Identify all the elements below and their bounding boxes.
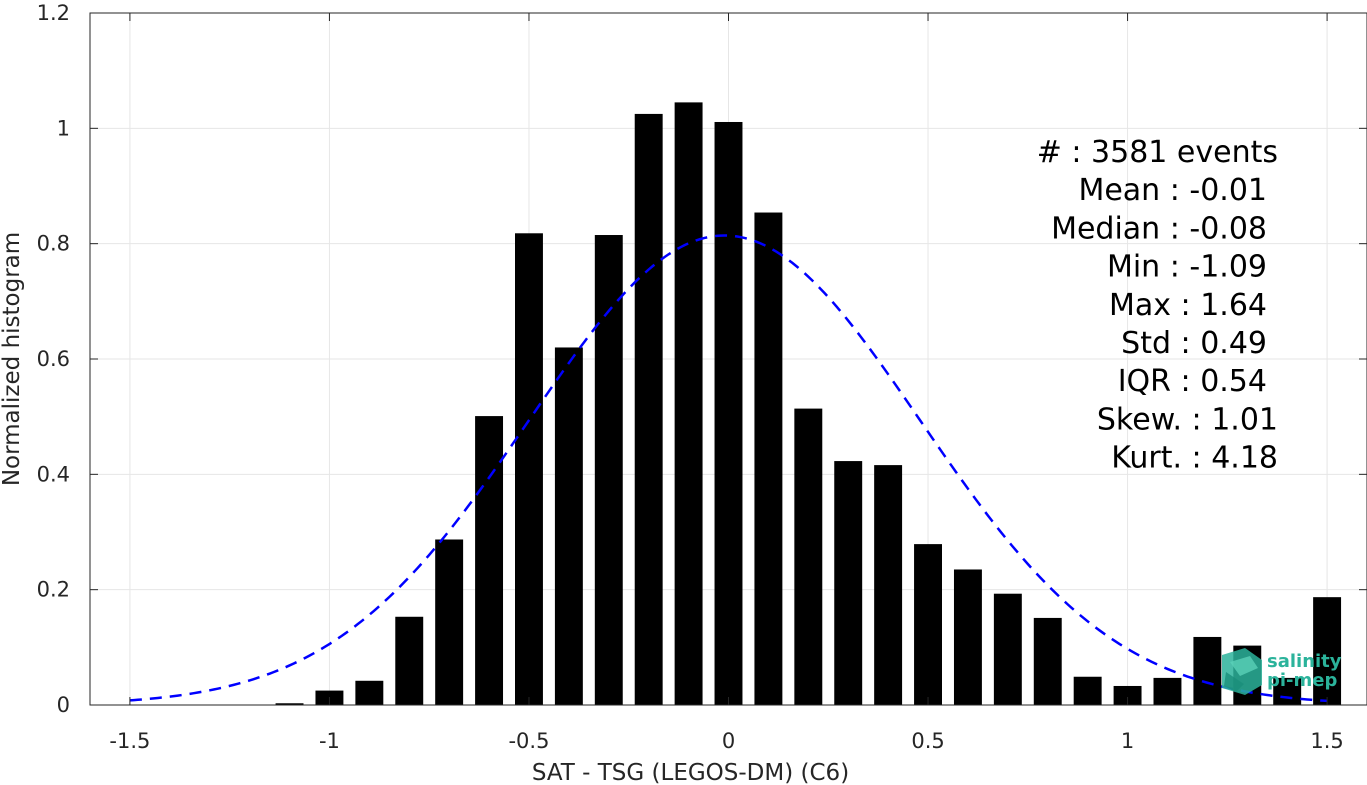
y-axis-label: Normalized histogram: [0, 232, 25, 486]
salinity-pi-mep-logo: salinity pi-mep: [1222, 648, 1342, 695]
x-tick-label: 1.5: [1310, 729, 1343, 753]
y-tick-label: 0.6: [37, 347, 70, 371]
histogram-bar: [953, 569, 982, 705]
histogram-bar: [554, 347, 583, 705]
y-axis-ticks: 0 0.2 0.4 0.6 0.8 1 1.2: [37, 1, 1367, 717]
y-tick-label: 0.2: [37, 578, 70, 602]
histogram-bar: [914, 544, 942, 705]
histogram-bar: [1153, 677, 1182, 705]
histogram-bar: [714, 121, 743, 706]
x-tick-label: -1: [319, 729, 340, 753]
stats-line: Mean : -0.01: [1078, 173, 1267, 208]
histogram-bar: [594, 235, 623, 705]
histogram-bar: [275, 703, 304, 705]
stats-line: Min : -1.09: [1107, 250, 1267, 285]
histogram-bar: [1193, 636, 1222, 705]
histogram-bar: [515, 233, 543, 705]
x-tick-label: -1.5: [109, 729, 150, 753]
stats-line: Kurt. : 4.18: [1111, 441, 1278, 476]
stats-line: Max : 1.64: [1109, 288, 1267, 323]
histogram-bar: [794, 408, 823, 705]
histogram-bar: [395, 616, 424, 705]
logo-cube-icon: [1222, 648, 1262, 695]
x-tick-label: 0: [722, 729, 735, 753]
y-tick-label: 1: [57, 116, 70, 140]
logo-text-line2: pi-mep: [1267, 670, 1337, 691]
x-tick-label: 1: [1121, 729, 1134, 753]
histogram-bar: [1113, 685, 1142, 705]
histogram-bar: [1313, 597, 1342, 705]
histogram-bar: [1033, 617, 1062, 705]
logo-text-line1: salinity: [1267, 651, 1342, 672]
y-tick-label: 0.4: [37, 462, 70, 486]
histogram-bar: [674, 102, 703, 706]
y-tick-label: 0.8: [37, 232, 70, 256]
stats-line: # : 3581 events: [1037, 135, 1278, 170]
histogram-bar: [874, 465, 903, 705]
x-tick-label: 0.5: [911, 729, 944, 753]
histogram-bar: [355, 680, 384, 705]
histogram-bar: [1273, 677, 1302, 705]
histogram-bar: [435, 539, 464, 705]
y-tick-label: 0: [57, 693, 70, 717]
histogram-bar: [634, 113, 663, 705]
histogram-bar: [993, 593, 1022, 705]
stats-line: Median : -0.08: [1051, 211, 1267, 246]
stats-line: Std : 0.49: [1121, 326, 1267, 361]
stats-line: IQR : 0.54: [1118, 364, 1267, 399]
histogram-bar: [834, 461, 863, 705]
stats-line: Skew. : 1.01: [1097, 402, 1278, 437]
x-axis-label: SAT - TSG (LEGOS-DM) (C6): [532, 760, 849, 785]
histogram-bar: [754, 212, 783, 705]
x-axis-ticks: -1.5 -1 -0.5 0 0.5 1 1.5: [109, 13, 1344, 753]
y-tick-label: 1.2: [37, 1, 70, 25]
histogram-bar: [1073, 676, 1102, 705]
x-tick-label: -0.5: [508, 729, 549, 753]
histogram-bar: [475, 416, 504, 705]
histogram-bars: [275, 102, 1342, 706]
gaussian-fit-curve: [129, 234, 1328, 703]
